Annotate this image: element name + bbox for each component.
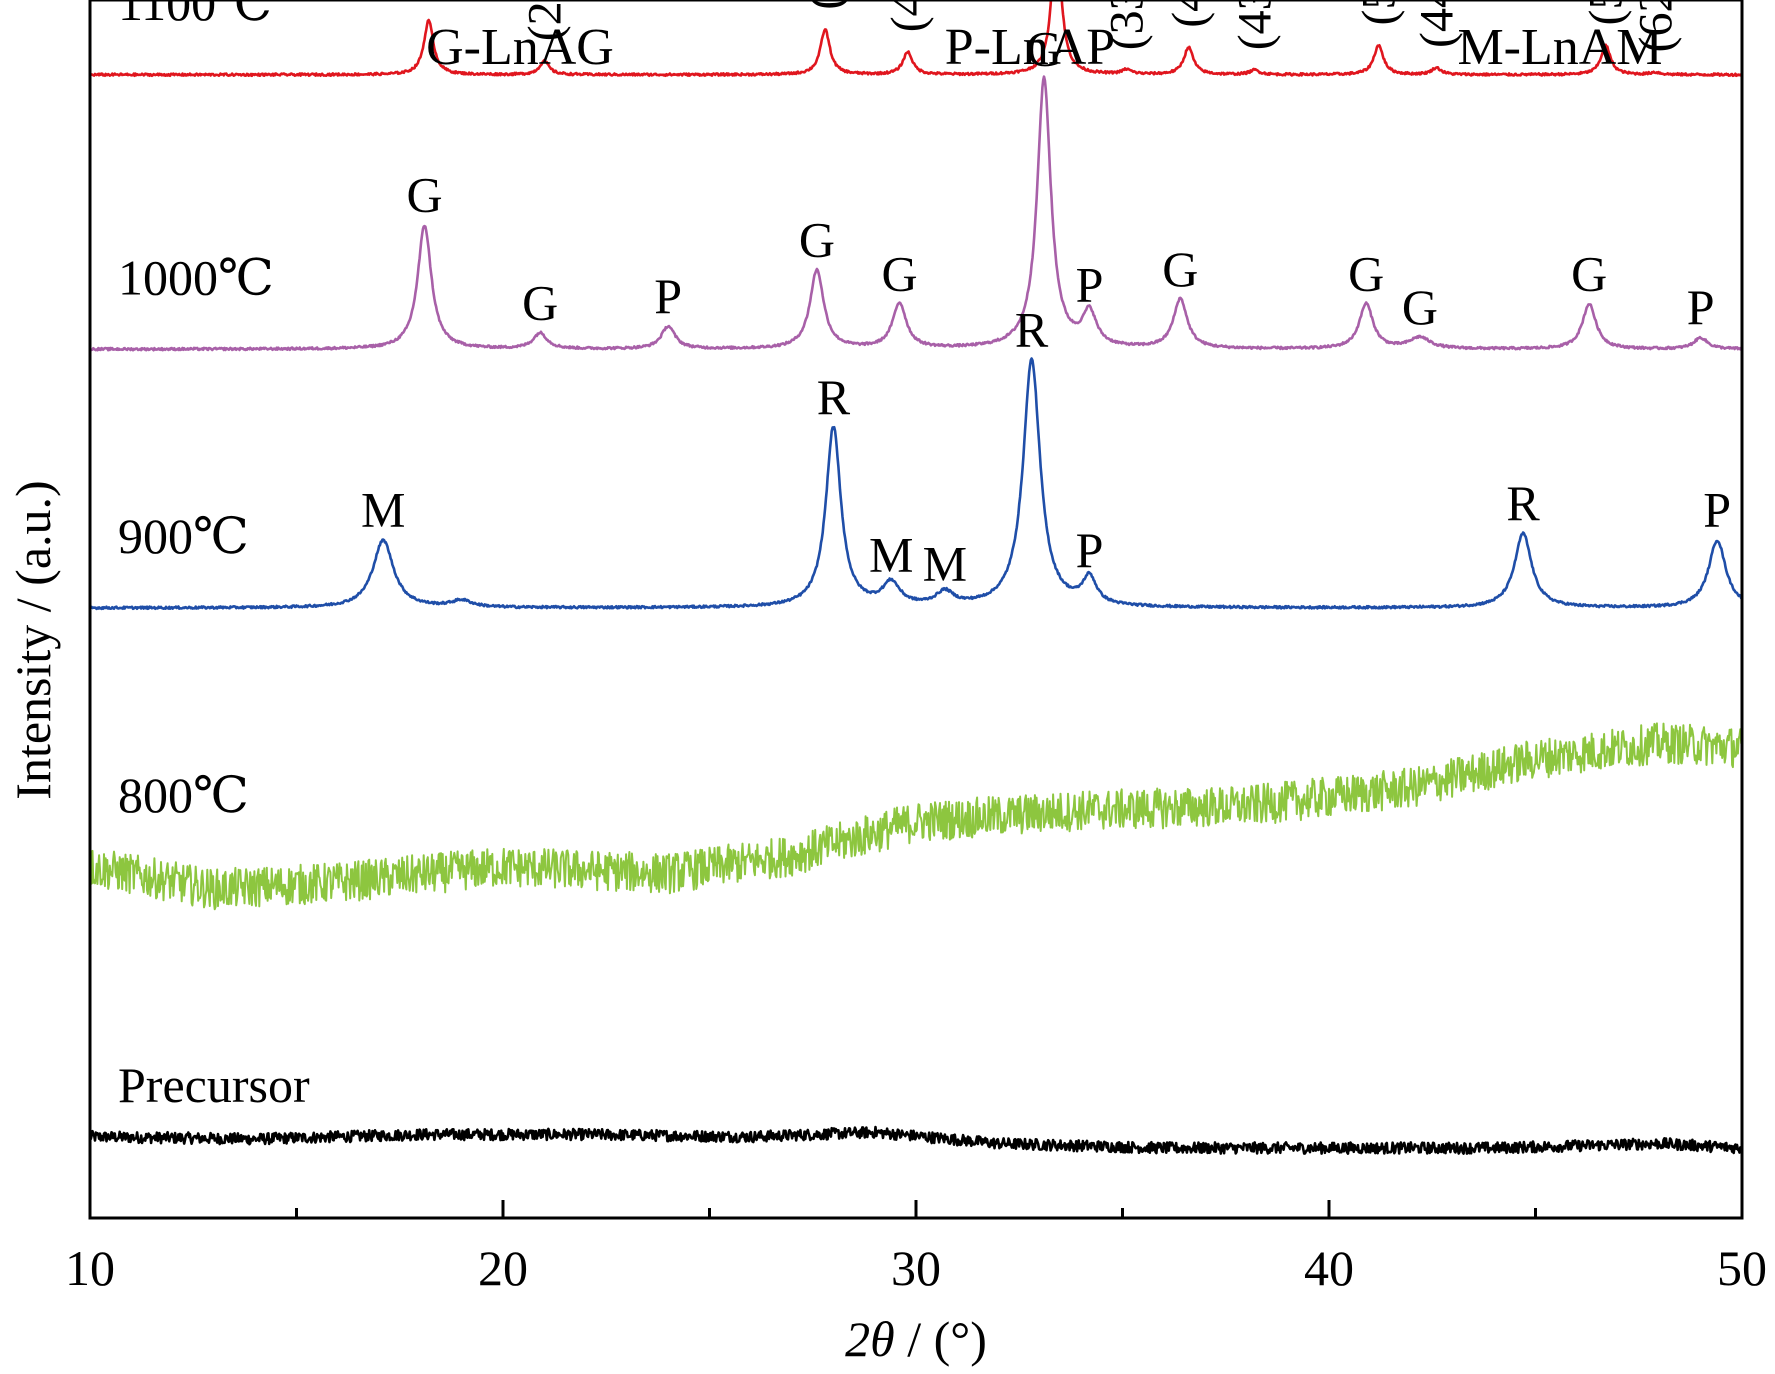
series-4-peak-label-1: (220): [518, 0, 571, 41]
x-tick-label-50: 50: [1717, 1240, 1767, 1296]
series-2-peak-label-7: R: [1506, 475, 1540, 531]
series-2-peak-label-0: M: [361, 482, 405, 538]
series-4-peak-label-10: (532): [1580, 0, 1633, 26]
series-3-peak-label-4: G: [881, 245, 917, 301]
y-axis-title: Intensity / (a.u.): [5, 480, 61, 799]
series-4-peak-label-5: (332): [1101, 0, 1154, 50]
series-3-peak-label-10: G: [1571, 245, 1607, 301]
series-4-peak-label-11: (620): [1629, 0, 1682, 53]
x-tick-label-10: 10: [65, 1240, 115, 1296]
series-0-label: Precursor: [118, 1057, 310, 1113]
series-4-peak-label-9: (440): [1410, 0, 1463, 48]
series-2-peak-label-2: R: [817, 369, 851, 425]
x-tick-label-20: 20: [478, 1240, 528, 1296]
peak-labels: MRMMRPRPGGPGGGPGGGGP(211)(220)(321)(400)…: [361, 0, 1731, 592]
series-4-peak-label-2: (321): [799, 0, 852, 10]
series-3-peak-label-0: G: [406, 167, 442, 223]
series-3-line: [88, 75, 1743, 352]
x-axis: 10 20 30 40 50: [65, 1200, 1767, 1296]
phase-legend: G-LnAG P-LnAP M-LnAM: [426, 19, 1662, 76]
series-3-peak-label-2: P: [654, 268, 682, 324]
series-3-peak-label-6: P: [1076, 257, 1104, 313]
x-tick-label-40: 40: [1304, 1240, 1354, 1296]
series-2-line: [88, 357, 1744, 611]
series-3-peak-label-3: G: [799, 212, 835, 268]
series-0-line: [88, 1125, 1744, 1155]
legend-entry-2: M-LnAM: [1457, 19, 1662, 76]
series-4-peak-label-6: (422): [1163, 0, 1216, 28]
series-2-peak-label-8: P: [1703, 482, 1731, 538]
series-4-peak-label-8: (521): [1353, 0, 1406, 26]
legend-entry-0: G-LnAG: [426, 19, 614, 76]
series-2-label: 900℃: [118, 508, 249, 564]
series-4-label: 1100℃: [118, 0, 272, 31]
series-3-peak-label-11: P: [1687, 279, 1715, 335]
series-labels: Precursor 800℃ 900℃ 1000℃ 1100℃: [118, 0, 310, 1113]
series-1-label: 800℃: [118, 767, 249, 823]
plot-series: [88, 0, 1744, 1155]
series-3-peak-label-8: G: [1348, 245, 1384, 301]
series-4-line: [89, 0, 1743, 78]
series-4-peak-label-7: (431): [1229, 0, 1282, 50]
series-1-line: [89, 722, 1743, 911]
series-3-label: 1000℃: [118, 249, 274, 305]
series-3-peak-label-5: G: [1026, 20, 1062, 76]
plot-frame: [88, 0, 1744, 1220]
series-2-peak-label-3: M: [869, 527, 913, 583]
x-axis-title-unit: / (°): [895, 1311, 987, 1367]
series-3-peak-label-9: G: [1402, 279, 1438, 335]
series-3-peak-label-1: G: [522, 275, 558, 331]
x-axis-title-symbol: 2θ: [845, 1311, 895, 1367]
x-tick-label-30: 30: [891, 1240, 941, 1296]
legend-entry-1: P-LnAP: [945, 19, 1115, 76]
series-4-peak-label-3: (400): [882, 0, 935, 32]
x-axis-title: 2θ / (°): [845, 1311, 987, 1367]
series-2-peak-label-6: P: [1076, 522, 1104, 578]
series-2-peak-label-4: M: [923, 536, 967, 592]
series-2-peak-label-5: R: [1015, 302, 1049, 358]
series-3-peak-label-7: G: [1162, 241, 1198, 297]
